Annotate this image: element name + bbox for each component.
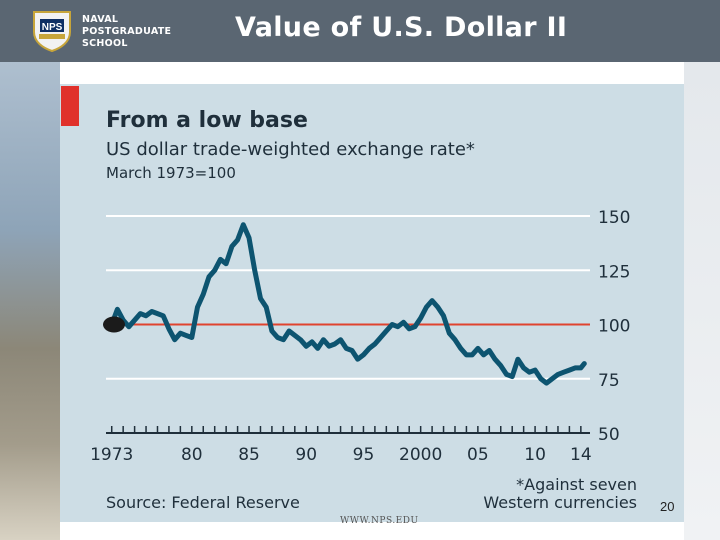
page-number: 20 — [660, 499, 675, 514]
footnote-line-2: Western currencies — [483, 493, 637, 512]
logo-line-3: SCHOOL — [82, 38, 128, 49]
axis-labels: 150 125 100 75 50 1973 80 85 90 95 2000 05 10 14 — [90, 208, 630, 465]
footer-url: WWW.NPS.EDU — [340, 516, 419, 526]
background-photo-right — [684, 62, 720, 540]
index-note: March 1973=100 — [106, 164, 236, 182]
start-point-marker — [103, 316, 126, 333]
y-tick-label-75: 75 — [598, 371, 620, 391]
y-tick-label-50: 50 — [598, 425, 620, 445]
x-tick-label-85: 85 — [238, 445, 260, 465]
chart-background — [60, 84, 684, 522]
logo-line-2: POSTGRADUATE — [82, 26, 172, 37]
y-tick-label-100: 100 — [598, 317, 630, 337]
x-tick-label-95: 95 — [353, 445, 375, 465]
chart-title: From a low base — [106, 108, 308, 133]
logo-line-1: NAVAL — [82, 14, 119, 25]
logo-wordmark: NAVAL POSTGRADUATE SCHOOL — [82, 14, 171, 50]
grid-lines — [106, 215, 590, 434]
nps-logo: NPS NAVAL POSTGRADUATE SCHOOL — [30, 8, 180, 54]
y-tick-label-150: 150 — [598, 208, 630, 228]
series-layer — [103, 222, 587, 386]
x-tick-label-14: 14 — [570, 445, 592, 465]
seal-text: NPS — [42, 22, 63, 33]
x-tick-label-90: 90 — [295, 445, 317, 465]
nps-seal-icon: NPS — [33, 11, 71, 52]
x-tick-label-2000: 2000 — [399, 445, 442, 465]
slide-header: NPS NAVAL POSTGRADUATE SCHOOL Value of U… — [0, 0, 720, 62]
x-axis-ticks — [110, 426, 582, 433]
accent-bar — [61, 86, 79, 126]
chart-subtitle: US dollar trade-weighted exchange rate* — [106, 139, 475, 160]
x-tick-label-05: 05 — [467, 445, 489, 465]
slide-title: Value of U.S. Dollar II — [235, 12, 568, 43]
background-photo-left — [0, 62, 60, 540]
x-tick-label-10: 10 — [524, 445, 546, 465]
y-tick-label-125: 125 — [598, 262, 630, 282]
source-note: Source: Federal Reserve — [106, 493, 300, 512]
x-tick-label-80: 80 — [181, 445, 203, 465]
x-tick-label-1973: 1973 — [90, 445, 133, 465]
series-line-0 — [109, 222, 587, 386]
footnote-line-1: *Against seven — [516, 475, 637, 494]
